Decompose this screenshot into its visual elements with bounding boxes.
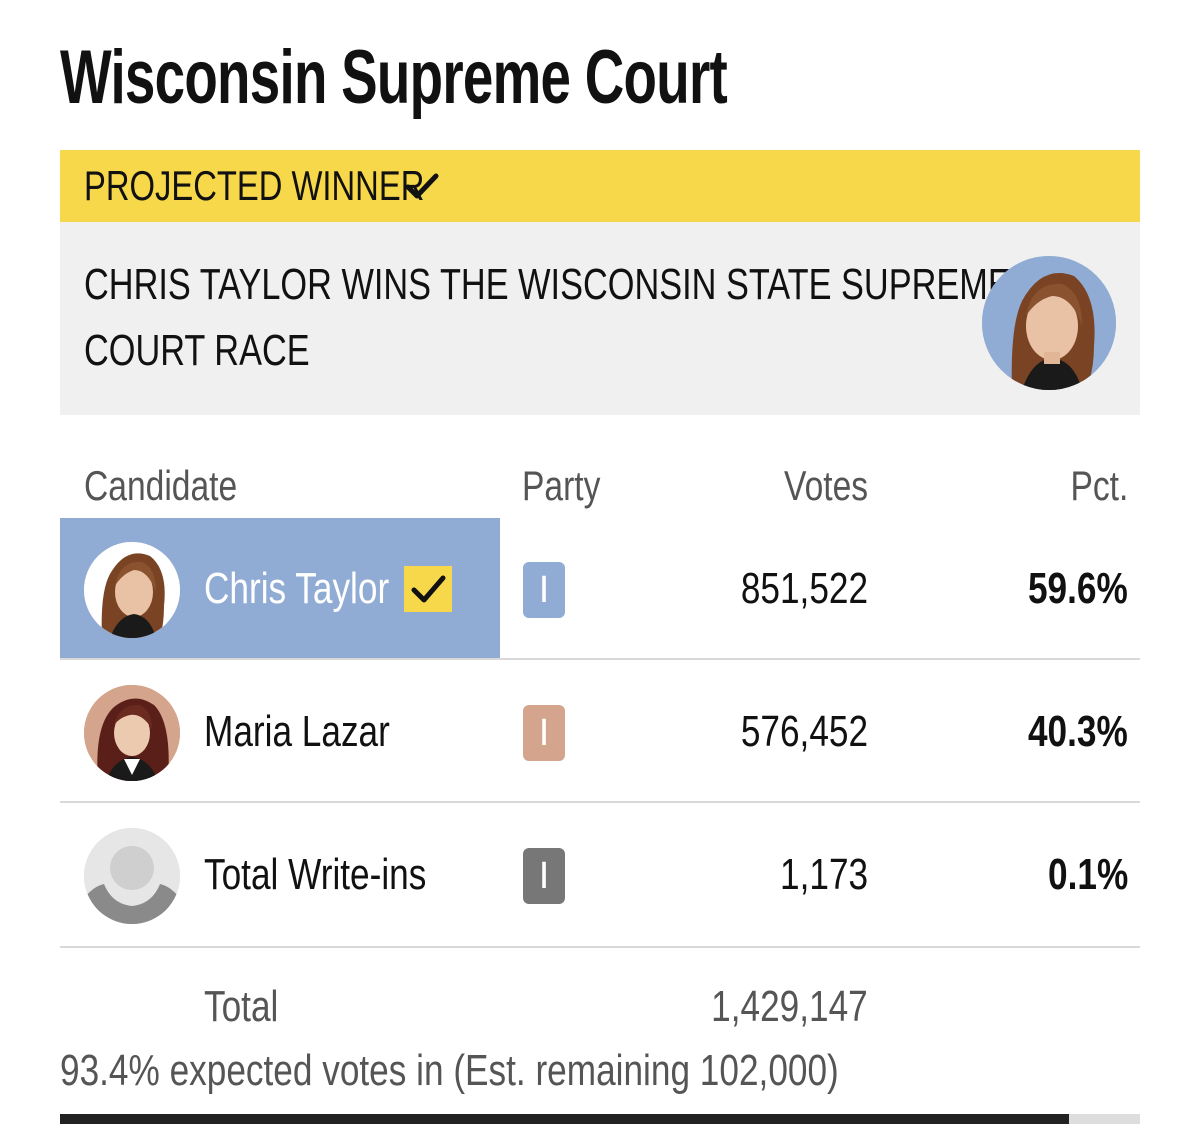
winner-avatar bbox=[982, 256, 1116, 390]
candidate-votes: 576,452 bbox=[740, 707, 868, 756]
headline-line-2: COURT RACE bbox=[84, 326, 310, 375]
progress-fill bbox=[60, 1114, 1069, 1124]
winner-headline-card[interactable]: CHRIS TAYLOR WINS THE WISCONSIN STATE SU… bbox=[60, 222, 1140, 415]
party-badge: I bbox=[523, 562, 565, 618]
expected-votes-text: 93.4% expected votes in (Est. remaining … bbox=[60, 1046, 839, 1095]
row-divider bbox=[60, 946, 1140, 948]
winner-headline: CHRIS TAYLOR WINS THE WISCONSIN STATE SU… bbox=[84, 252, 1011, 384]
expected-votes-progress bbox=[60, 1114, 1140, 1124]
projected-winner-bar: PROJECTED WINNER bbox=[60, 150, 1140, 222]
table-row[interactable]: Chris Taylor I 851,522 59.6% bbox=[60, 518, 1140, 660]
projected-winner-label: PROJECTED WINNER bbox=[84, 162, 425, 209]
candidate-name[interactable]: Chris Taylor bbox=[204, 564, 390, 613]
party-badge: I bbox=[523, 705, 565, 761]
placeholder-avatar-icon bbox=[84, 828, 180, 924]
candidate-name[interactable]: Maria Lazar bbox=[204, 707, 390, 756]
header-party: Party bbox=[522, 462, 601, 509]
total-label: Total bbox=[204, 982, 279, 1031]
candidate-avatar bbox=[84, 542, 180, 638]
candidate-pct: 0.1% bbox=[1047, 850, 1128, 899]
page-title: Wisconsin Supreme Court bbox=[60, 35, 728, 120]
winner-check-badge bbox=[404, 566, 452, 612]
header-candidate: Candidate bbox=[84, 462, 238, 509]
row-divider bbox=[60, 658, 1140, 660]
candidate-votes: 851,522 bbox=[740, 564, 868, 613]
headline-line-1: CHRIS TAYLOR WINS THE WISCONSIN STATE SU… bbox=[84, 260, 1011, 309]
table-row[interactable]: Maria Lazar I 576,452 40.3% bbox=[60, 661, 1140, 803]
check-icon bbox=[411, 575, 446, 603]
row-divider bbox=[60, 801, 1140, 803]
candidate-avatar bbox=[84, 685, 180, 781]
candidate-votes: 1,173 bbox=[779, 850, 868, 899]
check-icon bbox=[405, 173, 439, 199]
table-row[interactable]: Total Write-ins I 1,173 0.1% bbox=[60, 804, 1140, 946]
header-pct: Pct. bbox=[1070, 462, 1128, 509]
candidate-pct: 40.3% bbox=[1028, 707, 1128, 756]
header-votes: Votes bbox=[783, 462, 868, 509]
total-votes: 1,429,147 bbox=[711, 982, 868, 1031]
candidate-name[interactable]: Total Write-ins bbox=[204, 850, 427, 899]
party-badge: I bbox=[523, 848, 565, 904]
candidate-pct: 59.6% bbox=[1028, 564, 1128, 613]
